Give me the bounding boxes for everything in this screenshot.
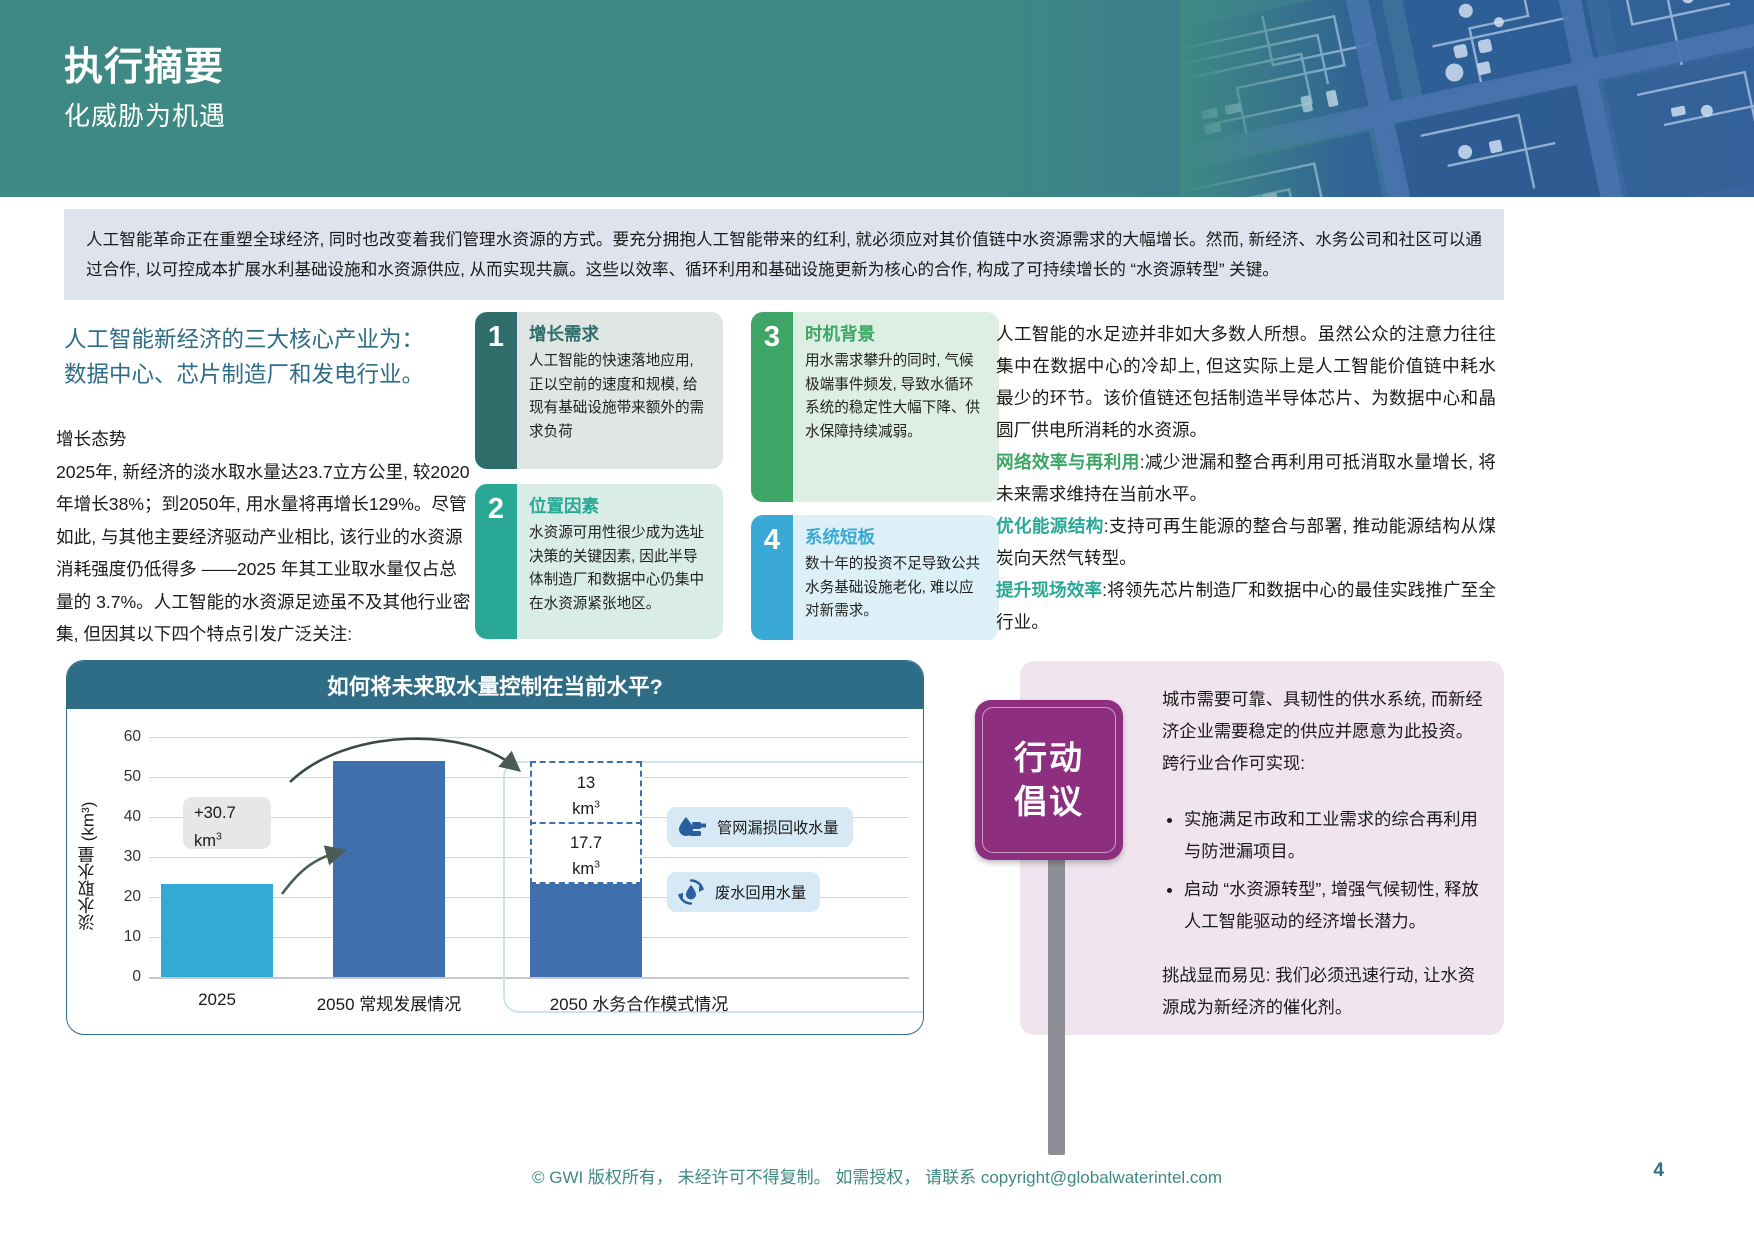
page-title: 执行摘要	[64, 46, 225, 89]
footer-copyright: © GWI 版权所有， 未经许可不得复制。 如需授权， 请联系 copyrigh…	[531, 1168, 1223, 1187]
card-text-4: 数十年的投资不足导致公共水务基础设施老化, 难以应对新需求。	[805, 556, 981, 619]
right-body-text: 人工智能的水足迹并非如大多数人所想。虽然公众的注意力往往集中在数据中心的冷却上,…	[996, 318, 1496, 638]
cta-bullet-2: 启动 “水资源转型”, 增强气候韧性, 释放人工智能驱动的经济增长潜力。	[1184, 873, 1487, 937]
growth-heading: 增长态势	[56, 429, 127, 449]
right-point-2-text: 支持可再生能源的整合与部署, 推动能源结构从煤炭向天然气转型。	[996, 516, 1496, 568]
arrow-growth	[280, 845, 347, 895]
page-header: 执行摘要 化威胁为机遇	[0, 0, 1754, 197]
bar-2050-bau[interactable]	[333, 761, 445, 977]
page-subtitle: 化威胁为机遇	[64, 101, 227, 131]
growth-callout-value: +30.7	[194, 804, 236, 822]
card-title-2: 位置因素	[529, 496, 599, 516]
legend-item-reuse[interactable]: 废水回用水量	[667, 872, 821, 912]
segment-label-reuse: 17.7 km3	[530, 833, 642, 880]
segment-leakage-unit: km3	[572, 798, 600, 818]
gridline-10	[149, 937, 909, 938]
chart-panel: 如何将未来取水量控制在当前水平? 淡水取水量 (km³) 60 50 40 30…	[66, 660, 924, 1035]
card-number-4: 4	[751, 515, 793, 640]
y-tick-40: 40	[123, 808, 141, 825]
intro-paragraph: 人工智能革命正在重塑全球经济, 同时也改变着我们管理水资源的方式。要充分拥抱人工…	[64, 209, 1504, 300]
gridline-30	[149, 857, 909, 858]
leaking-pipe-icon	[679, 817, 706, 836]
gridline-50	[149, 777, 909, 778]
y-tick-20: 20	[123, 888, 141, 905]
card-text-1: 人工智能的快速落地应用, 正以空前的速度和规模, 给现有基础设施带来额外的需求负…	[529, 353, 705, 440]
card-title-1: 增长需求	[529, 324, 599, 344]
lead-statement: 人工智能新经济的三大核心产业为： 数据中心、芯片制造厂和发电行业。	[64, 322, 464, 392]
segment-label-leakage: 13 km3	[530, 773, 642, 820]
card-title-3: 时机背景	[805, 324, 875, 344]
x-label-2050-bau: 2050 常规发展情况	[316, 995, 462, 1014]
card-title-4: 系统短板	[805, 527, 875, 547]
lead-line-2: 数据中心、芯片制造厂和发电行业。	[64, 362, 425, 387]
cta-bullet-1: 实施满足市政和工业需求的综合再利用与防泄漏项目。	[1184, 803, 1487, 867]
right-point-1-label: 网络效率与再利用	[996, 452, 1140, 472]
legend-label-leakage: 管网漏损回收水量	[717, 820, 839, 837]
bar-2050-collab[interactable]	[530, 884, 642, 977]
card-text-2: 水资源可用性很少成为选址决策的关键因素, 因此半导体制造厂和数据中心仍集中在水资…	[529, 525, 705, 612]
left-body-text: 增长态势 2025年, 新经济的淡水取水量达23.7立方公里, 较2020年增长…	[56, 423, 474, 651]
cta-sign-line-1: 行动	[1014, 739, 1084, 776]
water-recycle-icon	[678, 879, 704, 905]
lead-line-1: 人工智能新经济的三大核心产业为：	[64, 327, 425, 352]
right-point-3-label: 提升现场效率	[996, 580, 1103, 600]
right-point-3-text: 将领先芯片制造厂和数据中心的最佳实践推广至全行业。	[996, 580, 1496, 632]
gridline-40	[149, 817, 909, 818]
card-number-1: 1	[475, 312, 517, 469]
gridline-60	[149, 737, 909, 738]
x-label-2050-collab: 2050 水务合作模式情况	[549, 995, 729, 1014]
cta-sign-line-2: 倡议	[1014, 783, 1084, 820]
legend-item-leakage[interactable]: 管网漏损回收水量	[667, 807, 853, 847]
growth-callout: +30.7 km3	[183, 797, 271, 850]
card-number-2: 2	[475, 484, 517, 639]
y-tick-0: 0	[132, 968, 141, 985]
y-tick-50: 50	[123, 768, 141, 785]
bar-2025[interactable]	[161, 884, 273, 977]
feature-cards: 1 增长需求 人工智能的快速落地应用, 正以空前的速度和规模, 给现有基础设施带…	[475, 312, 999, 642]
feature-card-2[interactable]: 2 位置因素 水资源可用性很少成为选址决策的关键因素, 因此半导体制造厂和数据中…	[475, 484, 723, 639]
feature-card-3[interactable]: 3 时机背景 用水需求攀升的同时, 气候极端事件频发, 导致水循环系统的稳定性大…	[751, 312, 999, 502]
right-paragraph: 人工智能的水足迹并非如大多数人所想。虽然公众的注意力往往集中在数据中心的冷却上,…	[996, 324, 1496, 440]
chart-y-axis-label: 淡水取水量 (km³)	[78, 801, 98, 932]
page-number: 4	[1653, 1160, 1664, 1181]
header-gradient-fade	[1180, 0, 1360, 197]
y-tick-30: 30	[123, 848, 141, 865]
right-point-3: 提升现场效率:将领先芯片制造厂和数据中心的最佳实践推广至全行业。	[996, 580, 1496, 632]
segment-reuse-unit: km3	[572, 858, 600, 878]
growth-callout-unit: km3	[194, 830, 222, 850]
gridline-20	[149, 897, 909, 898]
x-label-2025: 2025	[198, 990, 236, 1009]
segment-leakage-value: 13	[576, 774, 596, 792]
growth-body: 2025年, 新经济的淡水取水量达23.7立方公里, 较2020年增长38%；到…	[56, 461, 471, 645]
cta-sign-label: 行动 倡议	[975, 700, 1123, 860]
right-point-2-label: 优化能源结构	[996, 516, 1104, 536]
cta-intro: 城市需要可靠、具韧性的供水系统, 而新经济企业需要稳定的供应并愿意为此投资。跨行…	[1162, 689, 1483, 773]
y-tick-10: 10	[123, 928, 141, 945]
chart-plot-area: 淡水取水量 (km³) 60 50 40 30 20 10 0 13 km3 1…	[67, 709, 923, 1034]
legend-label-reuse: 废水回用水量	[715, 885, 807, 902]
right-point-1-text: 减少泄漏和整合再利用可抵消取水量增长, 将未来需求维持在当前水平。	[996, 452, 1496, 504]
cta-outro: 挑战显而易见: 我们必须迅速行动, 让水资源成为新经济的催化剂。	[1162, 965, 1475, 1017]
cta-bullet-list: 实施满足市政和工业需求的综合再利用与防泄漏项目。 启动 “水资源转型”, 增强气…	[1162, 803, 1487, 937]
cta-sign-post	[1048, 845, 1065, 1155]
y-tick-60: 60	[123, 728, 141, 745]
right-point-1: 网络效率与再利用:减少泄漏和整合再利用可抵消取水量增长, 将未来需求维持在当前水…	[996, 452, 1496, 504]
feature-card-1[interactable]: 1 增长需求 人工智能的快速落地应用, 正以空前的速度和规模, 给现有基础设施带…	[475, 312, 723, 469]
axis-baseline	[149, 977, 909, 979]
right-point-2: 优化能源结构:支持可再生能源的整合与部署, 推动能源结构从煤炭向天然气转型。	[996, 516, 1496, 568]
cta-sign-board[interactable]: 行动 倡议	[975, 700, 1123, 860]
segment-reuse-value: 17.7	[569, 834, 603, 852]
card-number-3: 3	[751, 312, 793, 502]
scenario-highlight-box	[503, 761, 923, 1013]
dashed-segment-divider	[530, 822, 642, 824]
chart-title: 如何将未来取水量控制在当前水平?	[67, 661, 923, 709]
cta-content: 城市需要可靠、具韧性的供水系统, 而新经济企业需要稳定的供应并愿意为此投资。跨行…	[1162, 683, 1487, 1023]
card-text-3: 用水需求攀升的同时, 气候极端事件频发, 导致水循环系统的稳定性大幅下降、供水保…	[805, 353, 981, 440]
feature-card-4[interactable]: 4 系统短板 数十年的投资不足导致公共水务基础设施老化, 难以应对新需求。	[751, 515, 999, 640]
